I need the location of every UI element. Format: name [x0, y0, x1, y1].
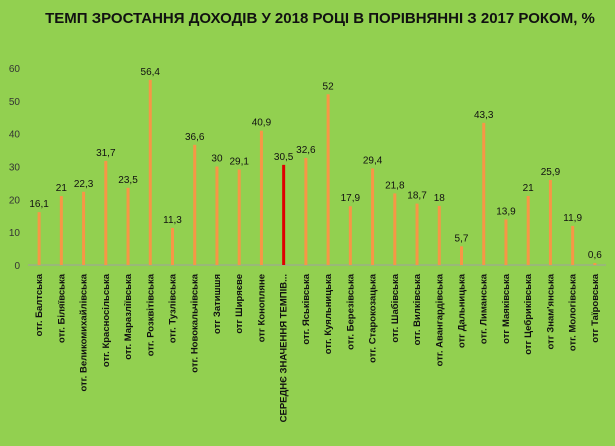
- y-tick-label: 40: [9, 130, 21, 141]
- data-label: 21: [523, 183, 535, 194]
- y-tick-label: 30: [9, 163, 21, 174]
- data-label: 18,7: [407, 191, 427, 202]
- x-tick-label: отг. Тузлівська: [168, 273, 179, 343]
- data-label: 56,4: [141, 67, 161, 78]
- bar: [348, 206, 352, 265]
- x-tick-label: отг Дальницька: [457, 273, 468, 348]
- x-tick-label: отг. Великомихайлівська: [79, 273, 90, 391]
- data-label: 0,6: [588, 250, 602, 261]
- data-label: 22,3: [74, 179, 94, 190]
- bar: [393, 193, 397, 265]
- x-tick-label: отг Конопляне: [256, 274, 267, 342]
- x-tick-label: отг. Старокозацька: [368, 273, 379, 363]
- y-tick-label: 20: [9, 195, 21, 206]
- bar: [148, 79, 152, 265]
- bar: [593, 263, 597, 265]
- data-label: 29,4: [363, 155, 383, 166]
- data-label: 31,7: [96, 148, 116, 159]
- data-label: 30,5: [274, 152, 294, 163]
- x-tick-label: отг Таїровська: [590, 273, 601, 342]
- data-label: 18: [434, 193, 446, 204]
- x-tick-label: отг. Лиманська: [479, 273, 490, 344]
- x-tick-label: отг. Яськівська: [301, 273, 312, 344]
- data-label: 52: [323, 81, 335, 92]
- bar: [82, 191, 86, 265]
- x-tick-label: отг. Балтська: [34, 273, 45, 336]
- x-tick-label: отг. Маразліївська: [123, 273, 134, 359]
- x-tick-label: отг. Розквітівська: [145, 273, 156, 356]
- bar: [237, 169, 241, 265]
- bar: [171, 227, 174, 265]
- bar: [59, 196, 63, 265]
- x-tick-label: отг. Березівська: [345, 273, 356, 350]
- bar: [215, 166, 219, 265]
- data-label: 11,3: [163, 215, 182, 226]
- data-label: 36,6: [185, 132, 205, 143]
- x-tick-label: отг. Новокальчівська: [190, 273, 201, 372]
- data-label: 23,5: [118, 175, 138, 186]
- data-label: 32,6: [296, 145, 316, 156]
- bar: [37, 212, 41, 265]
- data-label: 17,9: [341, 193, 361, 204]
- x-tick-label: отг. Біляївська: [56, 273, 67, 343]
- bar: [571, 225, 575, 265]
- x-tick-label: отг. Красносільська: [101, 273, 112, 367]
- bar: [415, 203, 419, 265]
- chart-title: ТЕМП ЗРОСТАННЯ ДОХОДІВ У 2018 РОЦІ В ПОР…: [45, 10, 595, 27]
- data-label: 21,8: [385, 180, 405, 191]
- data-label: 25,9: [541, 167, 561, 178]
- bar: [526, 196, 530, 265]
- x-tick-label: отг Знам'янська: [545, 273, 556, 349]
- bar: [482, 122, 486, 265]
- data-label: 30: [211, 154, 223, 165]
- x-tick-label: отг Маяківська: [501, 273, 512, 344]
- bar: [282, 164, 286, 265]
- data-label: 29,1: [229, 156, 249, 167]
- bar: [437, 205, 441, 265]
- x-tick-label: отг Ширяєве: [234, 274, 245, 334]
- x-tick-label: отг Цебриківська: [523, 273, 534, 354]
- x-tick-label: отг. Куяльницька: [323, 273, 334, 354]
- bar: [193, 144, 197, 265]
- x-tick-label: отг. Шабівська: [390, 273, 401, 342]
- x-tick-label: СЕРЕДНЄ ЗНАЧЕННЯ ТЕМПІВ...: [279, 274, 290, 422]
- data-label: 13,9: [496, 206, 516, 217]
- bar: [104, 160, 108, 265]
- x-tick-label: отг. Вилківська: [412, 273, 423, 345]
- y-tick-label: 10: [9, 228, 21, 239]
- bar: [259, 130, 263, 265]
- x-tick-label: отг. Авангардівська: [434, 273, 445, 366]
- y-tick-label: 50: [9, 97, 21, 108]
- bar: [126, 187, 130, 265]
- bar: [304, 157, 308, 265]
- bar: [548, 179, 552, 265]
- data-label: 11,9: [563, 213, 582, 224]
- bar: [504, 219, 508, 265]
- data-label: 5,7: [455, 233, 469, 244]
- y-tick-label: 0: [14, 261, 20, 272]
- bar: [326, 94, 330, 266]
- y-tick-label: 60: [9, 64, 21, 75]
- data-label: 43,3: [474, 110, 494, 121]
- bar: [460, 246, 463, 265]
- data-label: 16,1: [29, 199, 49, 210]
- x-tick-label: отг. Мологівська: [568, 273, 579, 351]
- data-label: 21: [56, 183, 68, 194]
- data-label: 40,9: [252, 118, 272, 129]
- bar: [371, 168, 375, 265]
- x-tick-label: отг Затишшя: [212, 274, 223, 334]
